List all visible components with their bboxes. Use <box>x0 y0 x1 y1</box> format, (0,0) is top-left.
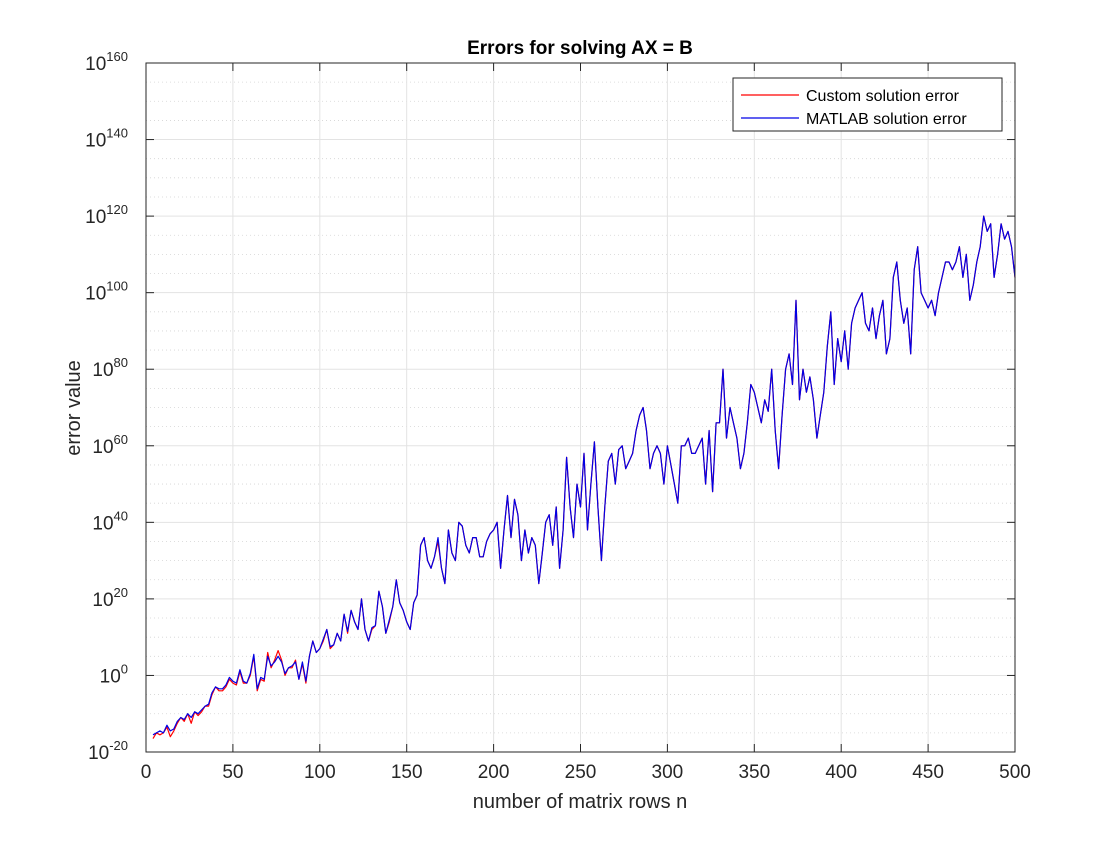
chart-title: Errors for solving AX = B <box>467 38 693 59</box>
x-tick-label: 200 <box>478 762 510 783</box>
y-tick-label: 10100 <box>85 279 128 305</box>
x-axis-label: number of matrix rows n <box>473 791 688 813</box>
x-tick-label: 0 <box>141 762 152 783</box>
legend-label-matlab: MATLAB solution error <box>806 111 967 128</box>
y-tick-label: 1020 <box>92 585 128 611</box>
legend-label-custom: Custom solution error <box>806 88 960 105</box>
y-tick-label: 1060 <box>92 432 128 458</box>
y-tick-label: 10160 <box>85 49 128 75</box>
y-tick-label: 100 <box>100 661 128 687</box>
grid <box>145 62 1016 753</box>
series-lines <box>152 215 1016 739</box>
x-ticks: 0 50 100 150 200 250 300 350 400 450 500 <box>141 63 1031 783</box>
y-tick-label: 10140 <box>85 126 128 152</box>
x-tick-label: 50 <box>222 762 243 783</box>
x-tick-label: 100 <box>304 762 336 783</box>
legend[interactable]: Custom solution error MATLAB solution er… <box>732 77 1003 132</box>
x-tick-label: 300 <box>652 762 684 783</box>
series-line-matlab <box>152 215 1016 736</box>
y-tick-label: 10-20 <box>88 738 128 764</box>
y-tick-label: 10120 <box>85 202 128 228</box>
x-tick-label: 150 <box>391 762 423 783</box>
x-tick-label: 350 <box>738 762 770 783</box>
x-tick-label: 450 <box>912 762 944 783</box>
x-tick-label: 500 <box>999 762 1031 783</box>
y-axis-label: error value <box>63 360 85 456</box>
x-tick-label: 400 <box>825 762 857 783</box>
y-tick-label: 1040 <box>92 508 128 534</box>
x-tick-label: 250 <box>565 762 597 783</box>
y-tick-label: 1080 <box>92 355 128 381</box>
y-ticks: 10-20 100 1020 1040 1060 1080 10100 10120 10140 1… <box>85 49 1015 764</box>
legend-box <box>732 77 1003 132</box>
